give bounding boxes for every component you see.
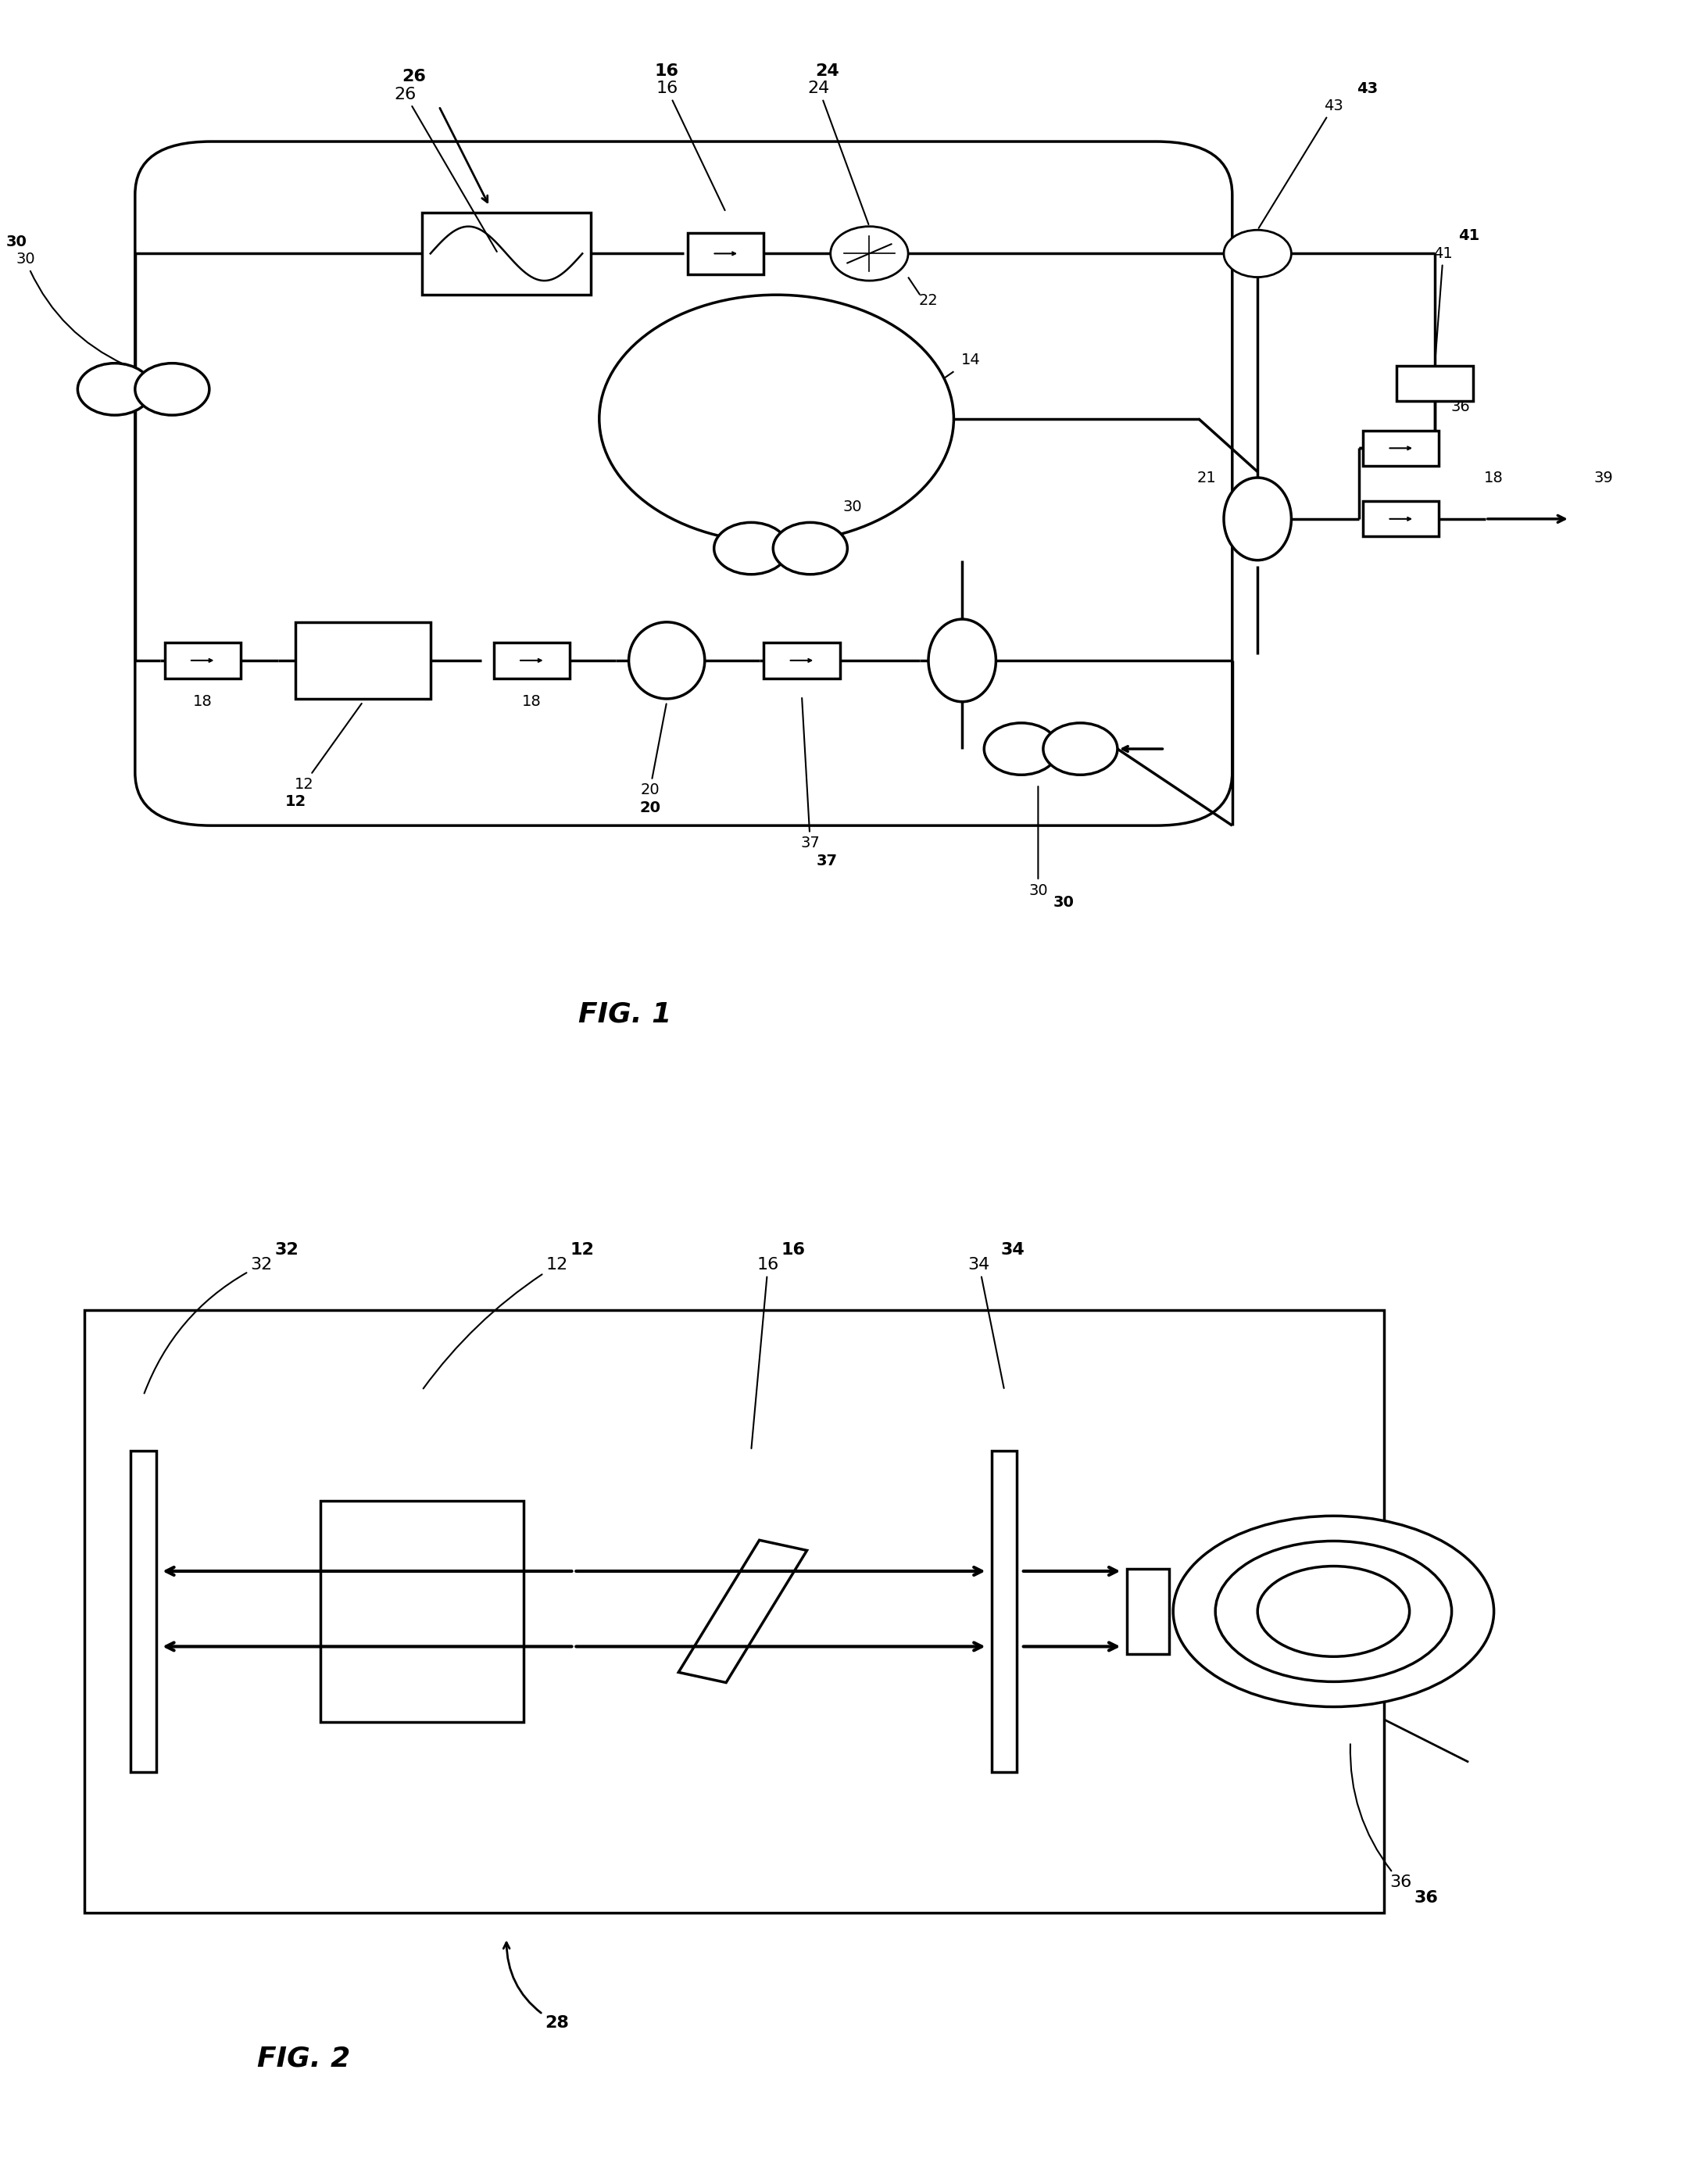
Text: 18: 18 [192,695,213,710]
Text: 16: 16 [655,81,724,210]
Text: 36: 36 [1450,400,1470,415]
Text: 20: 20 [640,703,667,797]
Text: 18: 18 [522,695,542,710]
Text: 24: 24 [807,81,869,225]
Circle shape [1043,723,1117,775]
Bar [765,642,841,677]
Text: 20: 20 [640,799,660,815]
Text: 16: 16 [655,63,679,79]
Text: 30: 30 [1028,786,1048,898]
Text: 26: 26 [402,70,425,85]
Polygon shape [679,1540,807,1682]
Circle shape [830,227,908,282]
Circle shape [599,295,954,542]
Ellipse shape [1224,478,1291,561]
Circle shape [714,522,788,574]
Ellipse shape [928,620,996,701]
Text: 24: 24 [815,63,839,79]
Text: 12: 12 [424,1258,569,1389]
Circle shape [773,522,847,574]
Text: 21: 21 [1197,470,1217,485]
Text: 34: 34 [967,1258,1004,1389]
Text: 30: 30 [1053,895,1074,911]
Text: 34: 34 [1001,1243,1025,1258]
Text: 14: 14 [960,352,981,367]
Text: 12: 12 [294,703,361,793]
Text: 30: 30 [842,500,863,515]
Text: 37: 37 [817,854,837,869]
Ellipse shape [628,622,706,699]
Circle shape [1224,229,1291,277]
Text: 30: 30 [15,251,125,365]
Text: 12: 12 [285,795,306,810]
Text: 39: 39 [1593,470,1614,485]
Bar [165,642,241,677]
Bar [422,212,591,295]
Circle shape [984,723,1058,775]
Bar [689,234,765,275]
Circle shape [1258,1566,1409,1655]
Text: 36: 36 [1415,1889,1438,1904]
Bar [1128,1568,1170,1653]
Text: 41: 41 [1458,229,1479,242]
Bar [321,1500,523,1721]
Bar [1364,430,1438,465]
Text: 32: 32 [275,1243,299,1258]
Text: 37: 37 [800,699,820,852]
Text: 36: 36 [1350,1745,1413,1891]
Bar [295,622,430,699]
Text: FIG. 1: FIG. 1 [577,1000,672,1026]
Text: 43: 43 [1259,98,1344,227]
Bar [1364,502,1438,537]
Text: 16: 16 [751,1258,780,1448]
Text: 12: 12 [571,1243,594,1258]
Text: 28: 28 [503,1942,569,2031]
Circle shape [1173,1516,1494,1708]
Text: 18: 18 [1484,470,1504,485]
Bar [84,1310,1384,1913]
Bar [1398,365,1472,402]
Circle shape [1215,1542,1452,1682]
Circle shape [78,363,152,415]
Bar [495,642,571,677]
Text: 22: 22 [918,293,939,308]
Circle shape [135,363,209,415]
Text: 30: 30 [7,234,27,249]
Bar [132,1450,157,1771]
Text: 16: 16 [782,1243,805,1258]
Text: FIG. 2: FIG. 2 [257,2044,351,2073]
Bar [993,1450,1016,1771]
Text: 32: 32 [143,1258,273,1393]
Text: 41: 41 [1433,247,1453,363]
Text: 26: 26 [393,87,496,251]
Text: 43: 43 [1357,81,1377,96]
